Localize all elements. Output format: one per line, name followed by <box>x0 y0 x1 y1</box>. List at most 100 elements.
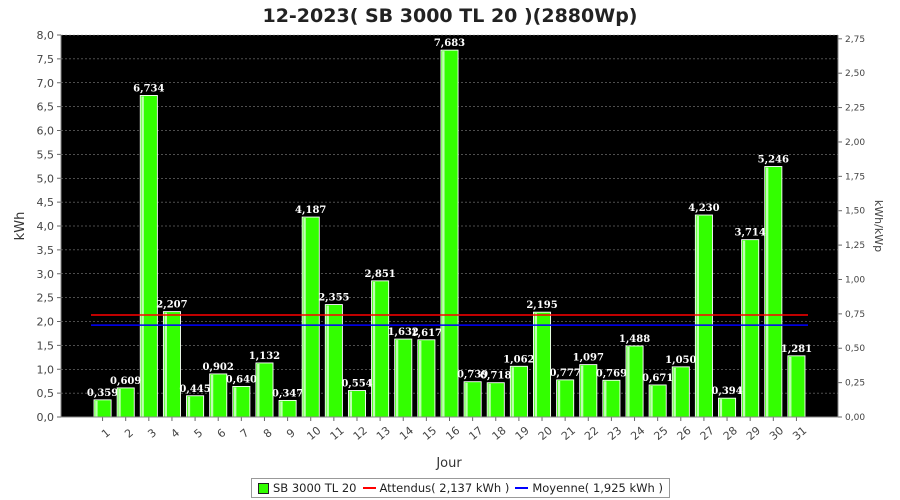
bar-highlight <box>395 340 399 417</box>
x-tick-label: 8 <box>261 426 275 440</box>
data-label: 1,281 <box>781 344 812 355</box>
x-tick-label: 17 <box>466 424 485 443</box>
data-label: 0,777 <box>549 368 580 379</box>
y-right-tick-label: 2,00 <box>845 138 865 148</box>
chart-title: 12-2023( SB 3000 TL 20 )(2880Wp) <box>262 5 637 27</box>
axes: 0,0 0,5 1,0 1,5 2,0 2,5 3,0 3,5 4,0 4,5 5,0 5,5 6,0 6… <box>37 29 866 443</box>
bar-highlight <box>580 365 584 417</box>
data-label: 4,230 <box>688 203 719 214</box>
x-tick-label: 9 <box>284 426 298 440</box>
y-tick-label: 8,0 <box>37 29 55 42</box>
x-tick-label: 23 <box>605 424 624 443</box>
y-tick-label: 2,0 <box>37 316 55 329</box>
x-tick-label: 10 <box>305 424 324 443</box>
data-label: 0,609 <box>110 376 141 387</box>
x-tick-label: 18 <box>490 424 509 443</box>
bar-highlight <box>719 399 723 417</box>
x-tick-label: 4 <box>168 426 182 440</box>
y-right-tick-label: 0,25 <box>845 379 865 389</box>
bar-highlight <box>141 96 144 417</box>
y-tick-label: 1,0 <box>37 363 55 376</box>
data-label: 1,488 <box>619 334 650 345</box>
x-tick-label: 31 <box>790 424 809 443</box>
x-tick-label: 2 <box>122 426 136 440</box>
legend: SB 3000 TL 20 Attendus( 2,137 kWh ) Moye… <box>251 478 670 498</box>
bar-highlight <box>233 387 237 417</box>
bar-highlight <box>673 367 676 417</box>
bar-highlight <box>164 312 167 417</box>
x-tick-label: 1 <box>99 426 113 440</box>
y-right-tick-label: 0,00 <box>845 413 865 423</box>
x-tick-label: 24 <box>628 424 647 443</box>
y-right-tick-label: 1,50 <box>845 207 865 217</box>
data-label: 3,714 <box>735 228 766 239</box>
x-tick-label: 11 <box>328 424 347 443</box>
y-right-tick-label: 2,25 <box>845 104 865 114</box>
legend-item-bars: SB 3000 TL 20 <box>258 481 357 495</box>
bar-highlight <box>419 340 422 417</box>
data-label: 0,739 <box>457 370 488 381</box>
y-tick-label: 0,0 <box>37 411 55 424</box>
data-label: 0,769 <box>596 368 627 379</box>
x-tick-label: 16 <box>443 424 462 443</box>
x-tick-label: 26 <box>675 424 694 443</box>
bar-highlight <box>765 167 769 417</box>
bar-highlight <box>326 305 329 417</box>
bar-highlight <box>534 313 538 417</box>
data-label: 1,050 <box>665 355 696 366</box>
data-label: 6,734 <box>133 83 164 94</box>
y-axis-label-right: kWh/kWp <box>872 200 885 252</box>
legend-label-bars: SB 3000 TL 20 <box>273 481 357 495</box>
bar-highlight <box>303 218 306 417</box>
data-label: 0,394 <box>711 386 742 397</box>
x-tick-label: 5 <box>192 426 206 440</box>
data-label: 1,632 <box>388 327 419 338</box>
y-right-tick-label: 1,25 <box>845 241 865 251</box>
bar-highlight <box>280 401 283 417</box>
y-right-tick-label: 1,00 <box>845 275 865 285</box>
x-tick-label: 20 <box>536 424 555 443</box>
bar-highlight <box>349 391 353 417</box>
x-tick-label: 25 <box>651 424 670 443</box>
y-tick-label: 3,0 <box>37 268 55 281</box>
bar-highlight <box>511 367 514 417</box>
data-label: 4,187 <box>295 205 326 216</box>
bar-highlight <box>696 216 699 417</box>
bar-highlight <box>210 374 214 417</box>
legend-item-expected: Attendus( 2,137 kWh ) <box>362 481 509 495</box>
bar-highlight <box>95 400 98 417</box>
x-tick-label: 12 <box>351 424 370 443</box>
data-label: 7,683 <box>434 38 465 49</box>
data-label: 1,097 <box>573 353 604 364</box>
y-right-tick-label: 0,75 <box>845 310 865 320</box>
data-label: 5,246 <box>758 155 789 166</box>
x-tick-label: 6 <box>215 426 229 440</box>
data-label: 2,195 <box>526 300 557 311</box>
bar-highlight <box>372 281 376 417</box>
bar-highlight <box>442 51 445 417</box>
y-tick-label: 5,5 <box>37 148 55 161</box>
data-label: 1,617 <box>411 328 442 339</box>
y-axis-label: kWh <box>13 212 28 241</box>
bars <box>93 49 806 418</box>
bar-highlight <box>789 356 792 417</box>
data-label: 0,902 <box>203 362 234 373</box>
data-label: 0,445 <box>179 384 210 395</box>
x-tick-label: 28 <box>721 424 740 443</box>
bar-highlight <box>118 388 121 417</box>
x-tick-label: 22 <box>582 424 601 443</box>
y-tick-label: 4,0 <box>37 220 55 233</box>
data-label: 0,671 <box>642 373 673 384</box>
bar-highlight <box>604 381 607 417</box>
y-tick-label: 1,5 <box>37 339 55 352</box>
y-tick-label: 0,5 <box>37 387 55 400</box>
data-label: 0,718 <box>480 371 511 382</box>
x-tick-label: 13 <box>374 424 393 443</box>
x-axis-label: Jour <box>435 456 462 471</box>
x-tick-label: 29 <box>744 424 763 443</box>
data-label: 2,207 <box>156 300 187 311</box>
data-label: 1,132 <box>249 351 280 362</box>
y-tick-label: 6,5 <box>37 101 55 114</box>
